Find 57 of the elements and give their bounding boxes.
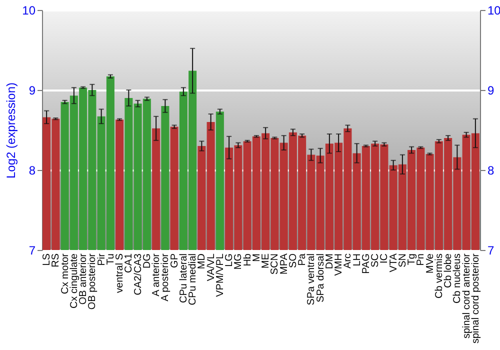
x-tick-label: MVe — [424, 253, 436, 274]
y-tick-label: 7 — [28, 244, 36, 258]
x-tick-label: LH — [352, 254, 363, 266]
x-tick-label: SCN — [270, 254, 281, 275]
x-tick-label: PAG — [360, 253, 372, 274]
x-tick-label: VMH — [334, 254, 345, 276]
x-tick-label: A anterior — [151, 252, 162, 296]
x-tick-label: MPA — [278, 253, 290, 274]
x-tick-label: DM — [324, 254, 336, 270]
x-tick-label: CPu lateral — [178, 254, 190, 303]
x-tick-label: CPu medial — [188, 254, 199, 306]
x-tick-label: Tg — [406, 254, 418, 266]
x-tick-label: Arc — [342, 254, 354, 268]
x-tick-label: ME — [260, 253, 272, 268]
x-tick-label: VTA — [388, 253, 400, 272]
x-tick-label: IC — [379, 254, 390, 264]
x-tick-label: GP — [169, 253, 180, 268]
y2-tick-label: 9 — [488, 84, 494, 98]
y-tick-label: 8 — [28, 164, 36, 178]
x-tick-label: SPa dorsal — [315, 254, 326, 302]
x-tick-label: MG — [233, 253, 244, 270]
x-tick-label: VPM/VPL — [214, 253, 226, 297]
x-tick-label: SN — [397, 254, 408, 268]
x-tick-label: M — [251, 254, 262, 262]
x-tick-label: Hb — [242, 253, 254, 266]
x-tick-label: Cb vermis — [434, 254, 445, 299]
x-tick-label: CA1 — [124, 253, 135, 273]
x-tick-label: SPa ventral — [306, 254, 318, 306]
x-tick-label: A posterior — [160, 252, 172, 302]
y-tick-label: 9 — [28, 84, 36, 98]
y2-tick-label: 8 — [488, 164, 494, 178]
x-tick-label: Pn — [416, 254, 427, 266]
x-tick-label: CA2/CA3 — [132, 253, 144, 296]
y2-tick-label: 10 — [488, 4, 500, 18]
x-tick-label: MD — [196, 254, 208, 270]
x-tick-label: OB posterior — [87, 252, 98, 310]
x-tick-label: spinal cord anterior — [461, 252, 472, 339]
x-tick-label: SC — [370, 254, 382, 268]
x-tick-label: Cx cingulate — [68, 253, 80, 309]
x-tick-label: LG — [224, 253, 236, 267]
x-tick-label: RS — [50, 253, 62, 268]
x-tick-label: Cb lobe — [443, 253, 454, 288]
x-tick-label: ventral S — [114, 253, 126, 293]
x-tick-label: SO — [288, 253, 299, 268]
x-tick-label: DG — [142, 253, 153, 268]
x-tick-label: OB anterior — [78, 252, 90, 305]
x-tick-label: Cb nucleus — [452, 254, 464, 304]
x-tick-label: LS — [42, 253, 53, 266]
x-tick-label: spinal cord posterior — [470, 252, 482, 344]
y2-tick-label: 7 — [488, 244, 494, 258]
x-tick-label: VA/VL — [206, 253, 217, 282]
x-tick-label: Pa — [297, 253, 308, 266]
y-tick-label: 10 — [22, 4, 36, 18]
x-tick-label: Tu — [105, 254, 116, 265]
y-axis-title: Log2 (expression) — [4, 82, 18, 179]
x-tick-label: Pir — [96, 252, 108, 266]
x-tick-label: Cx motor — [60, 252, 71, 294]
